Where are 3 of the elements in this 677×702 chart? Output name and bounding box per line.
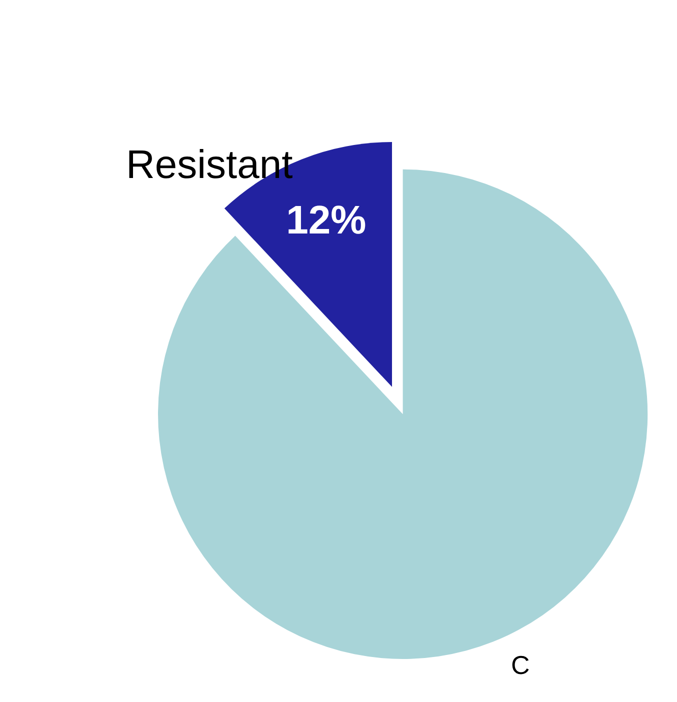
data-label: 12% [286,198,366,242]
slice-label: Resistant [126,143,293,187]
slice-label: C [511,650,530,680]
